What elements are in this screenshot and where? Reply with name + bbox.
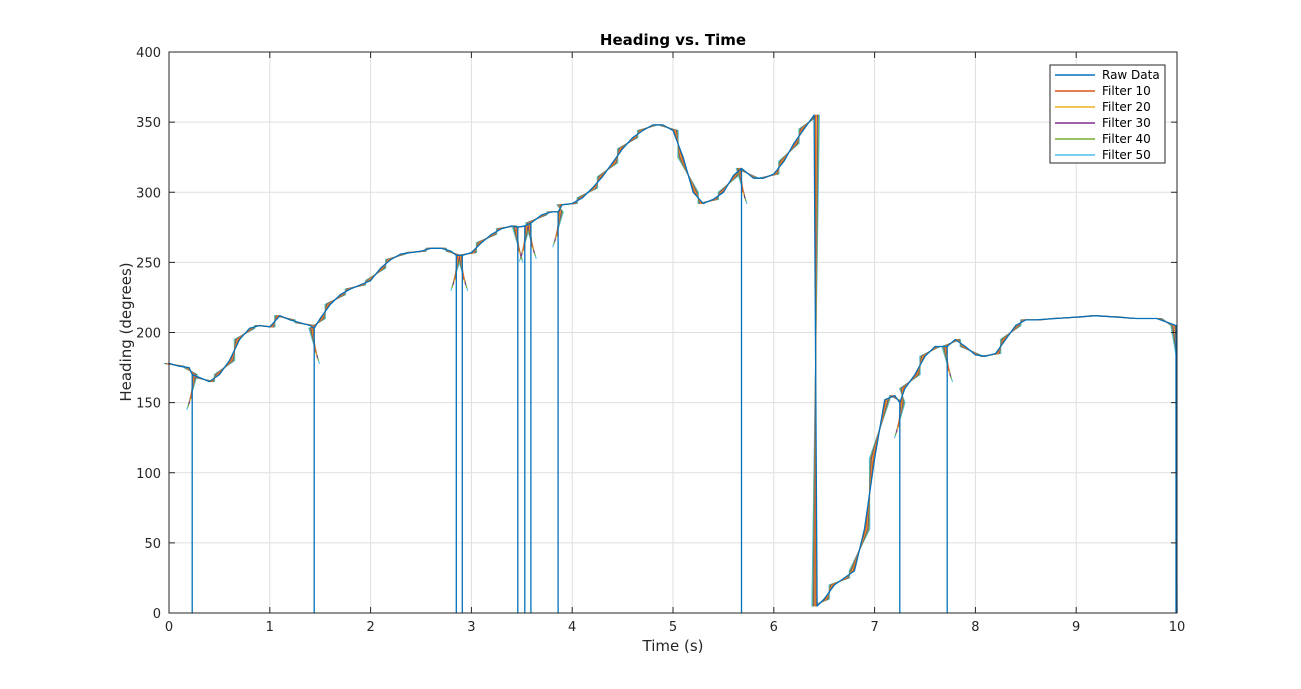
legend-box [1049, 64, 1166, 164]
x-tick-label: 9 [1072, 620, 1080, 635]
legend: Raw Data Filter 10 Filter 20 Filter 30 Filte… [1049, 64, 1166, 164]
y-tick-label: 400 [136, 46, 161, 61]
y-tick-label: 150 [136, 397, 161, 412]
y-axis-label: Heading (degrees) [117, 262, 135, 401]
x-tick-label: 3 [467, 620, 475, 635]
x-tick-label: 10 [1169, 620, 1186, 635]
x-tick-label: 4 [568, 620, 576, 635]
chart-title: Heading vs. Time [600, 31, 746, 49]
x-tick-label: 1 [266, 620, 274, 635]
y-tick-label: 0 [153, 607, 161, 622]
y-tick-label: 250 [136, 256, 161, 271]
legend-entry-label: Filter 40 [1102, 132, 1151, 146]
legend-entry-label: Filter 20 [1102, 100, 1151, 114]
y-tick-label: 300 [136, 186, 161, 201]
x-tick-label: 6 [770, 620, 778, 635]
axes-box [168, 51, 1178, 614]
legend-entry-label: Filter 10 [1102, 84, 1151, 98]
series-line-raw-data [168, 114, 1178, 614]
y-tick-label: 50 [144, 537, 161, 552]
series-lines [163, 114, 1178, 614]
legend-entry-label: Filter 30 [1102, 116, 1151, 130]
x-tick-label: 2 [366, 620, 374, 635]
x-tick-label: 5 [669, 620, 677, 635]
y-tick-label: 200 [136, 327, 161, 342]
axes [168, 51, 1178, 614]
x-tick-label: 7 [870, 620, 878, 635]
legend-entry-label: Filter 50 [1102, 148, 1151, 162]
y-tick-label: 100 [136, 467, 161, 482]
x-tick-label: 0 [165, 620, 173, 635]
x-tick-label: 8 [971, 620, 979, 635]
legend-entry-label: Raw Data [1102, 68, 1160, 82]
x-axis-label: Time (s) [642, 637, 704, 655]
y-tick-label: 350 [136, 116, 161, 131]
